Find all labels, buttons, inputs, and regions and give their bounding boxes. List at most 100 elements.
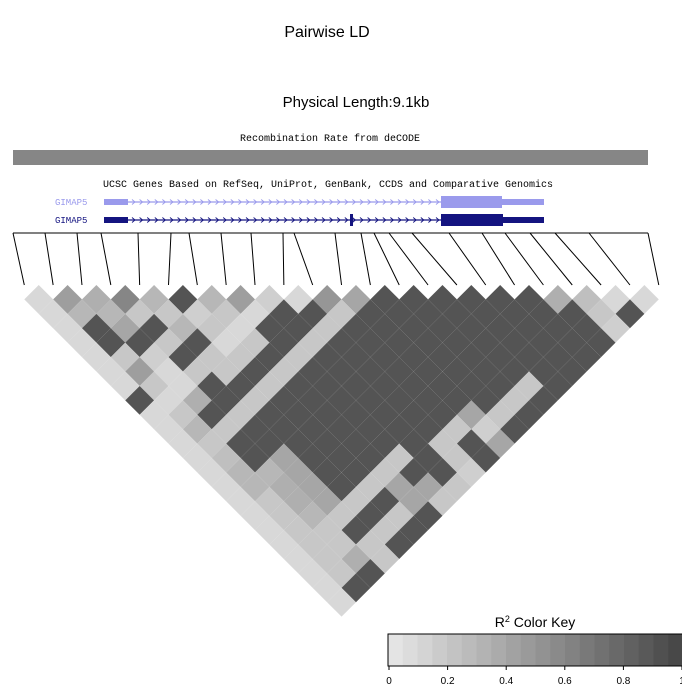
ld-cell [572,313,602,343]
ld-cell [355,299,385,329]
ld-cell [139,285,169,314]
ld-cell [67,328,97,358]
strand-arrow [336,199,341,205]
ld-cell [384,530,414,559]
strand-arrow [420,217,425,223]
snp-connector [76,232,83,286]
ld-cell [269,530,299,559]
ld-cell [514,371,544,401]
ld-cell [399,458,429,487]
snp-connector [554,232,602,286]
ld-cell [255,429,284,459]
ld-cell [240,299,270,329]
strand-arrow [207,217,212,223]
strand-arrow [169,199,174,205]
ld-cell [384,414,414,444]
color-key-tick-label: 0.8 [616,676,630,687]
color-key-cell [653,634,669,666]
color-key-tick-label: 0 [386,676,392,687]
strand-arrow [382,199,387,205]
strand-arrow [306,217,311,223]
strand-arrow [298,217,303,223]
color-key-ticks: 0 0.2 0.4 0.6 0.8 1 [386,666,682,687]
strand-arrow [420,199,425,205]
ld-cell [399,429,429,459]
ld-cell [182,385,212,415]
color-key-cell [506,634,522,666]
ld-cell [182,328,212,358]
ld-cell [327,530,356,559]
strand-arrow [374,217,379,223]
ld-cell [341,429,371,459]
ld-cell [471,328,501,358]
snp-connector [137,232,141,286]
color-key-cell [550,634,566,666]
ld-cell [197,429,227,459]
gene-cds [441,214,503,226]
color-key-border [387,633,682,667]
ld-cell [125,328,155,358]
color-key-cell [417,634,433,666]
strand-arrow [192,217,197,223]
color-key-cell [624,634,640,666]
strand-arrow [162,199,167,205]
snp-connector [529,232,573,286]
ld-cell [370,429,400,459]
ld-cell [557,357,587,386]
ld-cell [255,458,284,487]
ld-cell [96,299,126,329]
physical-length-label: Physical Length:9.1kb [283,94,430,111]
strand-arrow [382,217,387,223]
ld-cell [211,299,241,329]
ld-cell [327,299,356,329]
ld-cell [327,357,356,386]
genes-track-label: UCSC Genes Based on RefSeq, UniProt, Gen… [103,179,553,191]
ld-cell [485,342,515,372]
color-key-tick-label: 1 [679,676,682,687]
ld-cell [370,515,400,545]
strand-arrow [428,217,433,223]
ld-cell [168,342,198,372]
color-key-cell [476,634,492,666]
ld-cell [53,313,82,343]
snp-connector [411,232,458,286]
snp-connector [647,232,660,286]
ld-cell [442,385,472,415]
strand-arrow [283,217,288,223]
ld-cell [283,342,313,372]
strand-arrow [397,217,402,223]
ld-cell [283,544,313,574]
ld-cell [442,328,472,358]
snp-connector [293,232,314,286]
strand-arrow [207,199,212,205]
color-key-tick-label: 0.2 [441,676,455,687]
snp-connector [448,232,487,286]
strand-arrow [359,199,364,205]
ld-cell [38,299,68,329]
ld-cell [355,558,385,588]
ld-cell [240,328,270,358]
strand-arrow [314,217,319,223]
ld-cell [197,371,227,401]
ld-cell [529,385,558,415]
strand-arrow [253,199,258,205]
ld-cell [456,429,486,459]
ld-cell [341,573,371,603]
ld-cell [154,299,183,329]
strand-arrow [428,199,433,205]
strand-arrow [139,199,144,205]
ld-cell [629,285,659,314]
ld-cell [471,357,501,386]
strand-arrow [344,217,349,223]
strand-arrow [177,217,182,223]
ld-cell [355,530,385,559]
strand-arrow [291,217,296,223]
ld-cell [428,429,457,459]
ld-cell [226,429,256,459]
ld-cell [384,501,414,531]
color-key-cell [535,634,551,666]
ld-cell [283,371,313,401]
strand-arrow [162,217,167,223]
ld-cell [355,328,385,358]
strand-arrow [276,199,281,205]
